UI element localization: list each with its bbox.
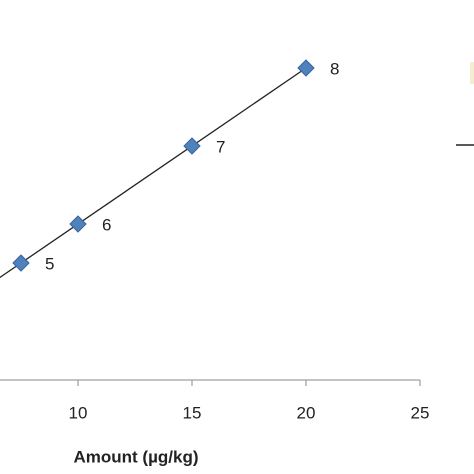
- point: [183, 137, 201, 155]
- x-tick-label: 10: [69, 403, 88, 422]
- legend-fragment: [470, 62, 474, 84]
- point-label: 5: [45, 254, 54, 273]
- point-label: 8: [330, 59, 339, 78]
- point: [297, 59, 315, 77]
- x-tick-label: 25: [411, 403, 430, 422]
- point-label: 6: [102, 215, 111, 234]
- x-tick-label: 20: [297, 403, 316, 422]
- trendline: [0, 67, 307, 279]
- point: [69, 215, 87, 233]
- x-axis-title: Amount (µg/kg): [74, 447, 199, 466]
- point: [12, 254, 30, 272]
- x-tick-label: 15: [183, 403, 202, 422]
- point-label: 7: [216, 137, 225, 156]
